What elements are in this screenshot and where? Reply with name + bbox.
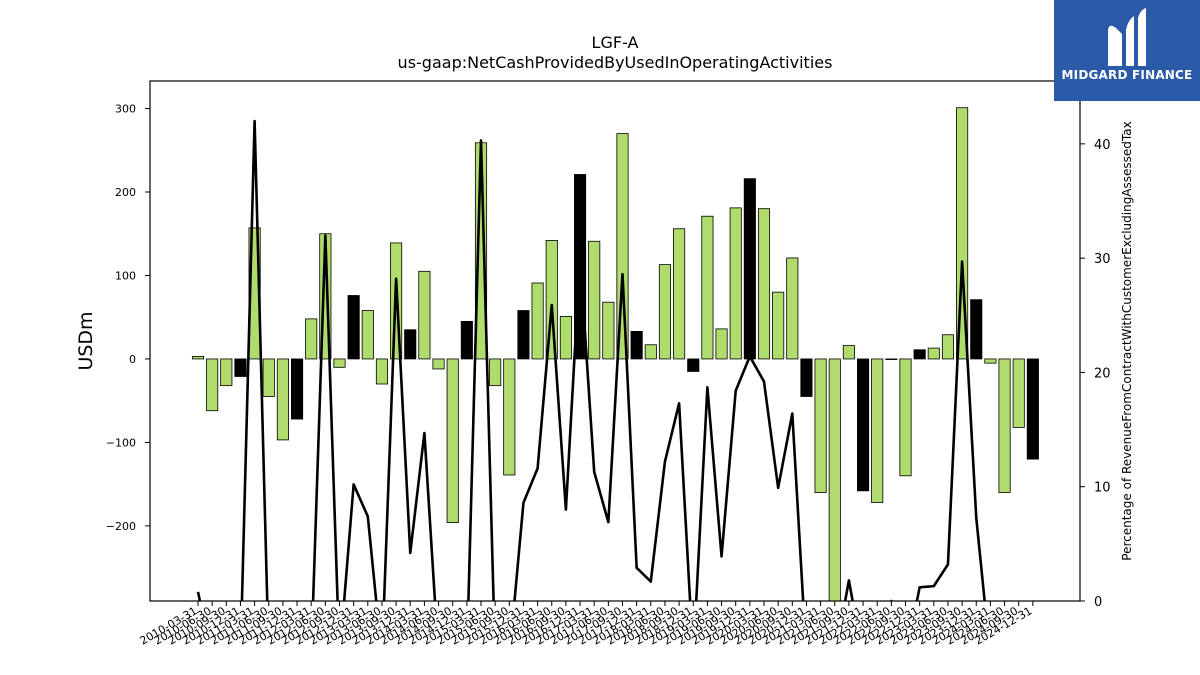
bar — [913, 349, 926, 360]
bar — [757, 208, 771, 360]
bar — [375, 358, 388, 385]
bar — [899, 358, 912, 477]
bar — [404, 329, 417, 360]
bar — [814, 358, 827, 493]
bar — [842, 345, 855, 360]
bar — [743, 178, 756, 360]
bar — [503, 358, 516, 476]
line-series — [196, 119, 986, 601]
bar — [828, 358, 841, 601]
y-tick-label: 300 — [115, 103, 136, 116]
bar — [517, 310, 530, 360]
bar — [644, 344, 657, 360]
bar — [729, 207, 742, 360]
plot-frame — [149, 80, 1081, 602]
bar — [715, 328, 728, 360]
bar — [658, 264, 671, 360]
y-tick-label: 200 — [115, 186, 136, 199]
bar — [630, 330, 643, 360]
y2-tick-label: 0 — [1094, 595, 1102, 610]
bar — [290, 358, 304, 420]
bar — [418, 270, 431, 360]
bar — [602, 301, 615, 360]
bar — [616, 133, 629, 360]
bar — [559, 315, 572, 360]
bar — [673, 228, 686, 360]
y2-tick-label: 40 — [1094, 138, 1111, 153]
logo-mark-icon — [1108, 8, 1146, 66]
bar — [857, 358, 870, 492]
bar — [701, 215, 714, 360]
chart-title: LGF-A — [592, 33, 639, 52]
y-tick-label: −200 — [106, 520, 136, 533]
bar — [956, 107, 969, 360]
bar — [432, 358, 445, 370]
bar — [800, 358, 813, 397]
y2-tick-label: 20 — [1094, 366, 1111, 381]
y2-tick-label: 30 — [1094, 252, 1111, 267]
axis-ticks: −200−10001002003000102030402010-03-31201… — [106, 103, 1111, 648]
chart-subtitle: us-gaap:NetCashProvidedByUsedInOperating… — [398, 53, 833, 72]
bar — [545, 240, 558, 360]
bar — [206, 358, 219, 412]
bar — [234, 358, 247, 377]
bar — [531, 282, 544, 360]
bar — [347, 295, 360, 360]
bar — [333, 358, 346, 368]
bar — [588, 240, 601, 360]
bar — [786, 257, 799, 360]
bar — [460, 320, 473, 360]
bar — [998, 358, 1011, 493]
y-axis-label: USDm — [75, 311, 97, 370]
bar — [220, 358, 233, 387]
bar — [191, 356, 205, 360]
bar — [984, 358, 997, 364]
logo-text: MIDGARD FINANCE — [1061, 68, 1193, 82]
bar — [446, 358, 459, 523]
bar — [262, 358, 275, 397]
y-tick-label: 0 — [129, 353, 136, 366]
bar — [319, 233, 332, 360]
bar — [276, 358, 289, 441]
midgard-finance-logo: MIDGARD FINANCE — [1054, 0, 1200, 101]
y-tick-label: 100 — [115, 269, 136, 282]
bar — [489, 358, 502, 387]
bar — [361, 310, 374, 360]
bar — [970, 299, 983, 360]
y2-tick-label: 10 — [1094, 481, 1111, 496]
plot-area — [191, 107, 1039, 601]
bar — [927, 347, 940, 360]
bar — [871, 358, 884, 503]
bar — [1012, 358, 1025, 428]
bar — [772, 291, 785, 360]
bar — [305, 318, 318, 360]
bar — [885, 358, 898, 360]
bar — [687, 358, 700, 372]
bar-series — [191, 107, 1039, 601]
bar — [1026, 358, 1039, 460]
bar — [941, 334, 954, 360]
y-tick-label: −100 — [106, 436, 136, 449]
y2-axis-label: Percentage of RevenueFromContractWithCus… — [1120, 121, 1134, 560]
